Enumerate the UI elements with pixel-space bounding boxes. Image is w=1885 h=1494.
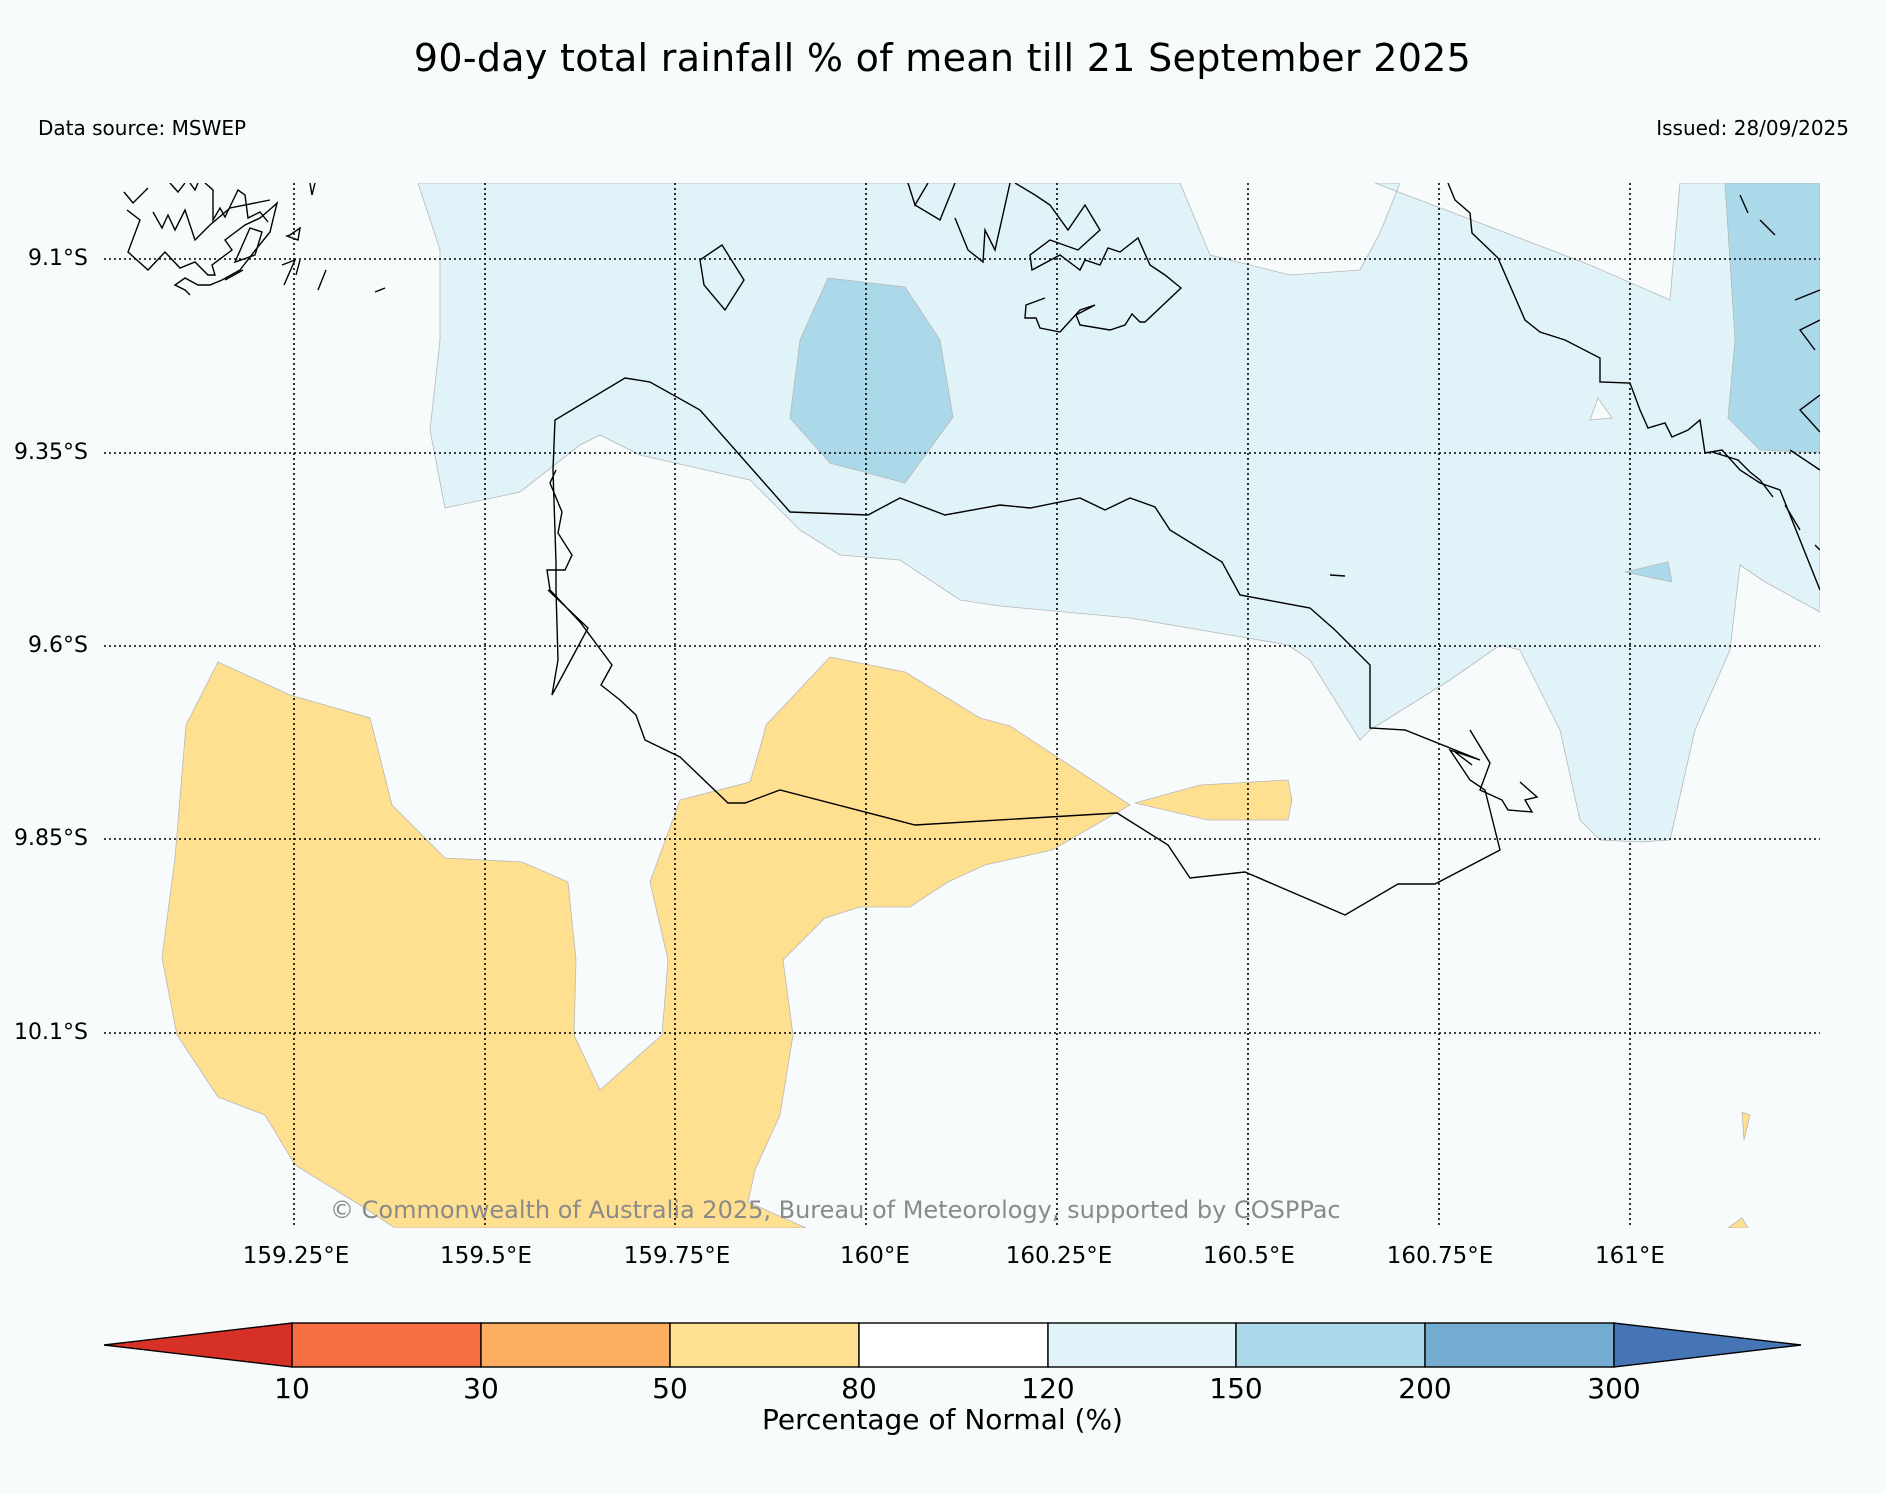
- lon-label: 160.25°E: [1005, 1243, 1113, 1269]
- colorbar-tick: 80: [841, 1372, 877, 1405]
- colorbar-label: Percentage of Normal (%): [762, 1403, 1123, 1436]
- coastline: [546, 183, 1820, 916]
- region-50-80: [1134, 779, 1293, 821]
- colorbar: [103, 1322, 1802, 1368]
- coastline-islands: [123, 183, 386, 296]
- colorbar-tick: 200: [1398, 1372, 1452, 1405]
- colorbar-tick: 30: [463, 1372, 499, 1405]
- colorbar-above-300: [1613, 1322, 1802, 1368]
- lat-label: 9.35°S: [14, 440, 88, 465]
- colorbar-tick: 150: [1209, 1372, 1263, 1405]
- lat-label: 10.1°S: [14, 1020, 88, 1045]
- colorbar-120-150: [1047, 1322, 1237, 1368]
- colorbar-10-30: [291, 1322, 482, 1368]
- colorbar-80-120: [858, 1322, 1049, 1368]
- colorbar-tick: 120: [1021, 1372, 1075, 1405]
- colorbar-below-10: [103, 1322, 293, 1368]
- colorbar-tick: 50: [652, 1372, 688, 1405]
- colorbar-200-300: [1424, 1322, 1615, 1368]
- colorbar-30-50: [480, 1322, 671, 1368]
- colorbar-tick: 10: [274, 1372, 310, 1405]
- lat-label: 9.1°S: [28, 246, 88, 271]
- lon-label: 160.5°E: [1203, 1243, 1295, 1269]
- data-source-label: Data source: MSWEP: [38, 116, 247, 140]
- lon-label: 160°E: [840, 1243, 910, 1269]
- copyright-notice: © Commonwealth of Australia 2025, Bureau…: [330, 1196, 1341, 1224]
- colorbar-tick: 300: [1587, 1372, 1641, 1405]
- lon-label: 161°E: [1595, 1243, 1665, 1269]
- region-50-80: [161, 656, 1131, 1228]
- lon-label: 159.5°E: [440, 1243, 532, 1269]
- lon-label: 160.75°E: [1386, 1243, 1494, 1269]
- graticule: [104, 183, 1820, 1228]
- lat-label: 9.6°S: [28, 633, 88, 658]
- region-150-200: [789, 277, 954, 484]
- lon-label: 159.75°E: [623, 1243, 731, 1269]
- colorbar-50-80: [669, 1322, 860, 1368]
- issued-date-label: Issued: 28/09/2025: [1656, 116, 1849, 140]
- colorbar-150-200: [1235, 1322, 1426, 1368]
- region-120-150: [417, 183, 1820, 843]
- region-150-200: [1724, 183, 1820, 454]
- lon-label: 159.25°E: [242, 1243, 350, 1269]
- lat-label: 9.85°S: [14, 826, 88, 851]
- map-title: 90-day total rainfall % of mean till 21 …: [413, 36, 1472, 80]
